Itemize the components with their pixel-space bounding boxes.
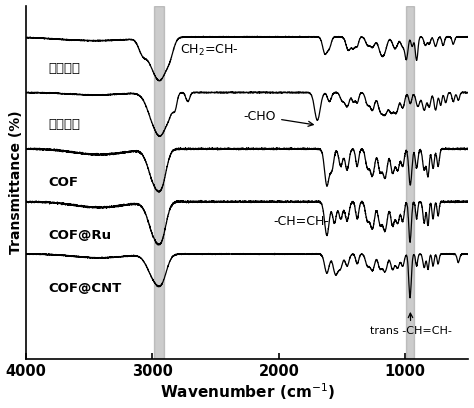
- Text: 甲基单体: 甲基单体: [49, 62, 81, 75]
- Text: CH$_2$=CH-: CH$_2$=CH-: [180, 43, 238, 58]
- Bar: [154, 6, 164, 359]
- Bar: [407, 6, 414, 359]
- Text: -CH=CH-: -CH=CH-: [273, 215, 329, 228]
- Text: COF: COF: [49, 176, 79, 189]
- Y-axis label: Transmittance (%): Transmittance (%): [9, 111, 23, 254]
- X-axis label: Wavenumber (cm$^{-1}$): Wavenumber (cm$^{-1}$): [160, 382, 335, 402]
- Text: trans -CH=CH-: trans -CH=CH-: [370, 313, 452, 336]
- Text: COF@Ru: COF@Ru: [49, 229, 112, 242]
- Text: COF@CNT: COF@CNT: [49, 282, 122, 295]
- Text: -CHO: -CHO: [244, 110, 313, 126]
- Text: 醒基单体: 醒基单体: [49, 118, 81, 131]
